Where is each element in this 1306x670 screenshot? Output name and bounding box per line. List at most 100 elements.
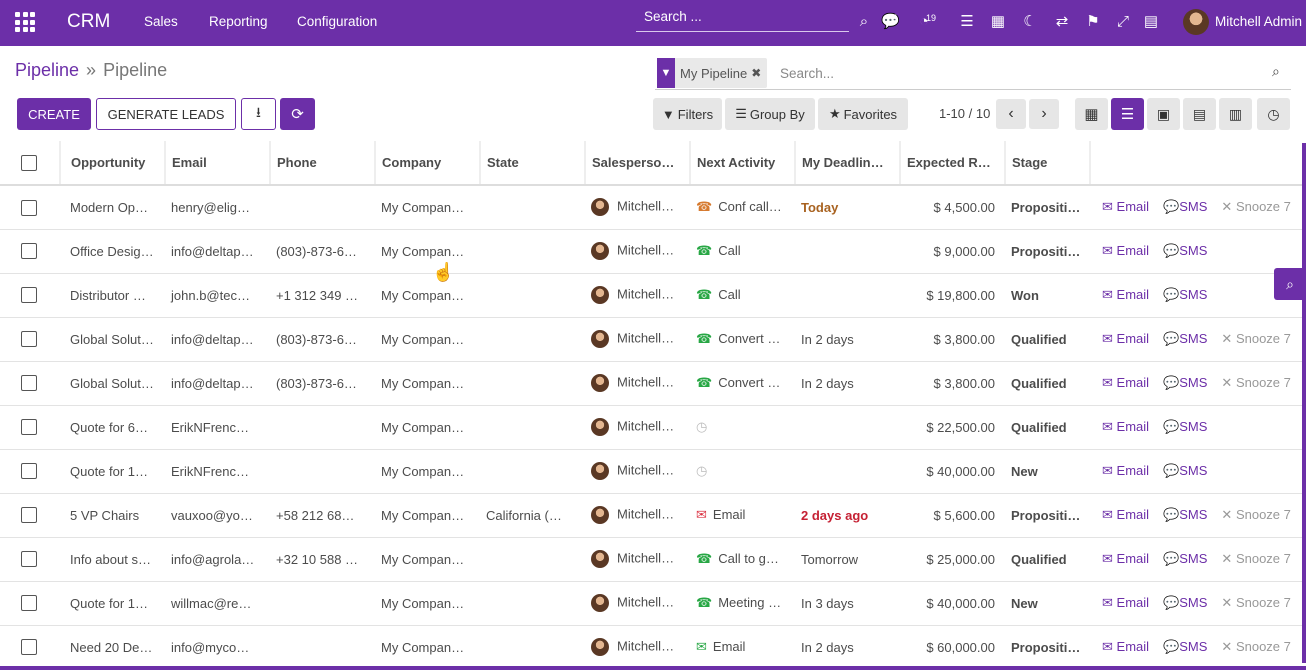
row-checkbox[interactable] — [21, 507, 37, 524]
user-name[interactable]: Mitchell Admin — [1215, 14, 1303, 29]
table-row[interactable]: Modern Op… henry@elig… My Compan… Mitchell…… — [0, 185, 1306, 230]
column-company[interactable]: Company — [375, 141, 481, 186]
control-search-input[interactable]: Search... — [780, 66, 835, 81]
calculator-icon[interactable]: ▦ — [990, 13, 1006, 30]
company-cell[interactable]: My Compan… — [375, 581, 480, 626]
email-cell[interactable]: henry@elig… — [165, 185, 270, 230]
table-row[interactable]: Quote for 1… ErikNFrenc… My Compan… Mitchel… — [0, 449, 1306, 494]
phone-cell[interactable]: +58 212 68… — [270, 493, 375, 538]
email-action-button[interactable]: ✉ Email — [1102, 243, 1149, 258]
bookmark-icon[interactable]: ⚑ — [1086, 13, 1100, 30]
table-row[interactable]: Distributor … john.b@tec… +1 312 349 … My C… — [0, 273, 1306, 318]
deadline-cell[interactable]: In 3 days — [795, 581, 900, 626]
row-checkbox[interactable] — [21, 243, 37, 260]
email-action-button[interactable]: ✉ Email — [1102, 375, 1149, 390]
snooze-button[interactable]: ✕ Snooze 7 — [1221, 551, 1290, 566]
row-checkbox[interactable] — [21, 287, 37, 304]
expected-revenue-cell[interactable]: $ 5,600.00 — [900, 493, 1005, 538]
expected-revenue-cell[interactable]: $ 3,800.00 — [900, 317, 1005, 362]
opportunity-cell[interactable]: Global Solut… — [60, 317, 165, 362]
deadline-cell[interactable] — [795, 405, 900, 450]
deadline-cell[interactable]: In 2 days — [795, 317, 900, 362]
table-row[interactable]: 5 VP Chairs vauxoo@yo… +58 212 68… My Compa… — [0, 493, 1306, 538]
app-brand[interactable]: CRM — [67, 11, 111, 32]
sms-action-button[interactable]: 💬SMS — [1163, 199, 1207, 214]
expand-icon[interactable]: ⤢ — [1116, 13, 1129, 30]
favorites-button[interactable]: ★ Favorites — [818, 98, 908, 130]
company-cell[interactable]: My Compan… — [375, 229, 480, 274]
opportunity-cell[interactable]: Quote for 1… — [60, 449, 165, 494]
search-icon[interactable]: ⌕ — [859, 13, 869, 30]
snooze-button[interactable]: ✕ Snooze 7 — [1221, 595, 1290, 610]
email-cell[interactable]: ErikNFrenc… — [165, 405, 270, 450]
opportunity-cell[interactable]: Need 20 De… — [60, 625, 165, 670]
opportunity-cell[interactable]: Global Solut… — [60, 361, 165, 406]
menu-reporting[interactable]: Reporting — [209, 14, 268, 29]
stage-cell[interactable]: New — [1005, 581, 1090, 626]
company-cell[interactable]: My Compan… — [375, 185, 480, 230]
opportunity-cell[interactable]: Office Desig… — [60, 229, 165, 274]
state-cell[interactable] — [480, 229, 585, 274]
menu-configuration[interactable]: Configuration — [297, 14, 378, 29]
company-cell[interactable]: My Compan… — [375, 493, 480, 538]
pager-value[interactable]: 1-10 / 10 — [939, 106, 991, 121]
expected-revenue-cell[interactable]: $ 40,000.00 — [900, 449, 1005, 494]
sms-action-button[interactable]: 💬SMS — [1163, 243, 1207, 258]
phone-icon[interactable]: ☎ — [696, 243, 713, 258]
sms-action-button[interactable]: 💬SMS — [1163, 507, 1207, 522]
state-cell[interactable] — [480, 625, 585, 670]
row-checkbox[interactable] — [21, 419, 37, 436]
download-icon[interactable]: ⭳ — [241, 98, 276, 130]
phone-orange-icon[interactable]: ☎ — [696, 199, 713, 215]
expected-revenue-cell[interactable]: $ 22,500.00 — [900, 405, 1005, 450]
row-checkbox[interactable] — [21, 331, 37, 348]
snooze-button[interactable]: ✕ Snooze 7 — [1221, 639, 1290, 654]
column-salesperson[interactable]: Salesperso… — [585, 141, 691, 186]
phone-cell[interactable] — [270, 625, 375, 670]
global-search-input[interactable]: Search ... — [636, 6, 849, 32]
stage-cell[interactable]: New — [1005, 449, 1090, 494]
salesperson-cell[interactable]: Mitchell… — [585, 581, 690, 626]
deadline-cell[interactable]: 2 days ago — [795, 493, 900, 538]
user-avatar[interactable] — [1183, 9, 1209, 35]
opportunity-cell[interactable]: Distributor … — [60, 273, 165, 318]
next-activity-cell[interactable]: ☎ Call — [690, 273, 795, 318]
column-deadline[interactable]: My Deadlin… — [795, 141, 901, 186]
salesperson-cell[interactable]: Mitchell… — [585, 185, 690, 230]
salesperson-cell[interactable]: Mitchell… — [585, 493, 690, 538]
pager-next-icon[interactable]: › — [1029, 99, 1059, 129]
list-view-icon[interactable]: ☰ — [1111, 98, 1144, 130]
sms-action-button[interactable]: 💬SMS — [1163, 595, 1207, 610]
column-expected-revenue[interactable]: Expected R… — [900, 141, 1006, 186]
next-activity-cell[interactable]: ✉ Email — [690, 625, 795, 670]
horizontal-scrollbar[interactable] — [0, 666, 1306, 670]
next-activity-cell[interactable]: ☎ Convert … — [690, 361, 795, 406]
state-cell[interactable] — [480, 405, 585, 450]
email-action-button[interactable]: ✉ Email — [1102, 287, 1149, 302]
breadcrumb-parent[interactable]: Pipeline — [15, 60, 80, 80]
salesperson-cell[interactable]: Mitchell… — [585, 625, 690, 670]
opportunity-cell[interactable]: Quote for 1… — [60, 581, 165, 626]
deadline-cell[interactable]: Today — [795, 185, 900, 230]
expected-revenue-cell[interactable]: $ 60,000.00 — [900, 625, 1005, 670]
state-cell[interactable] — [480, 449, 585, 494]
calendar-view-icon[interactable]: ▣ — [1147, 98, 1180, 130]
next-activity-cell[interactable]: ☎ Call to g… — [690, 537, 795, 582]
state-cell[interactable] — [480, 537, 585, 582]
expected-revenue-cell[interactable]: $ 19,800.00 — [900, 273, 1005, 318]
email-cell[interactable]: info@deltap… — [165, 361, 270, 406]
row-checkbox[interactable] — [21, 639, 37, 656]
column-phone[interactable]: Phone — [270, 141, 376, 186]
email-action-button[interactable]: ✉ Email — [1102, 463, 1149, 478]
company-cell[interactable]: My Compan… — [375, 317, 480, 362]
sms-action-button[interactable]: 💬SMS — [1163, 419, 1207, 434]
snooze-button[interactable]: ✕ Snooze 7 — [1221, 375, 1290, 390]
row-checkbox[interactable] — [21, 463, 37, 480]
menu-sales[interactable]: Sales — [144, 14, 178, 29]
refresh-icon[interactable]: ⟳ — [280, 98, 315, 130]
state-cell[interactable]: California (… — [480, 493, 585, 538]
table-row[interactable]: Office Desig… info@deltap… (803)-873-6… My … — [0, 229, 1306, 274]
next-activity-cell[interactable]: ◷ — [690, 449, 795, 494]
phone-cell[interactable]: (803)-873-6… — [270, 229, 375, 274]
phone-cell[interactable]: (803)-873-6… — [270, 317, 375, 362]
